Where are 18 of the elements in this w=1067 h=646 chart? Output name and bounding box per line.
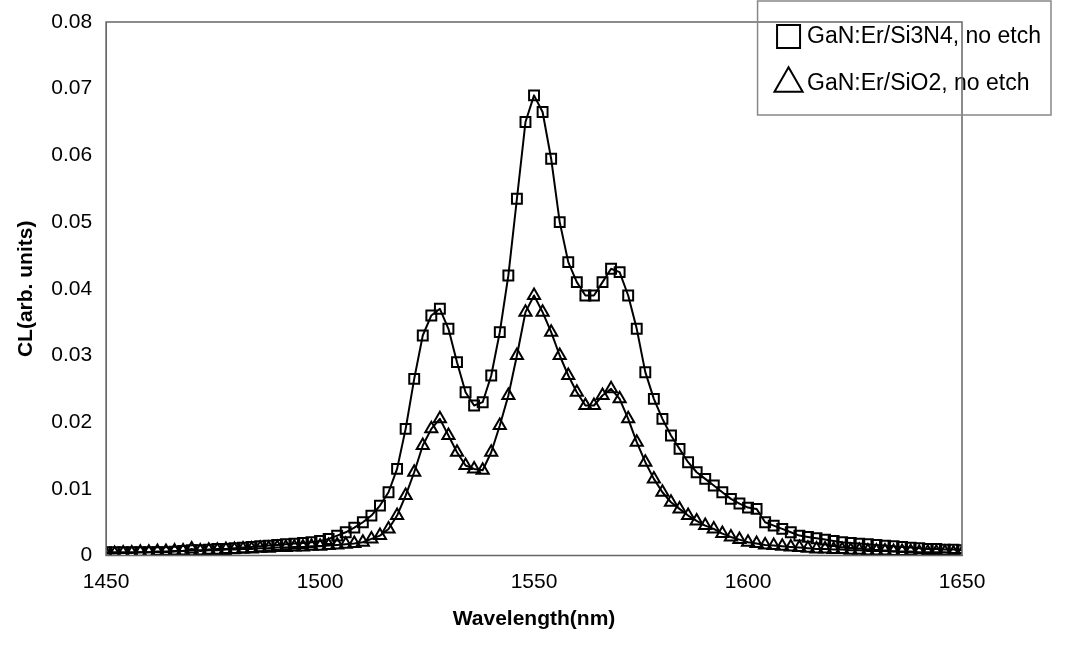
x-tick-label: 1600: [724, 569, 772, 592]
legend-label: GaN:Er/Si3N4, no etch: [807, 21, 1042, 48]
y-axis-title: CL(arb. units): [13, 220, 37, 358]
x-tick-label: 1650: [938, 569, 986, 592]
y-tick-label: 0.05: [51, 208, 93, 232]
x-tick-label: 1550: [510, 569, 558, 592]
y-tick-label: 0.07: [51, 75, 93, 99]
y-tick-label: 0.06: [51, 142, 93, 166]
y-tick-label: 0.04: [51, 275, 93, 299]
x-axis-title: Wavelength(nm): [452, 606, 616, 630]
x-tick-label: 1450: [82, 569, 130, 592]
y-tick-label: 0.01: [51, 475, 93, 499]
legend-label: GaN:Er/SiO2, no etch: [807, 68, 1030, 95]
y-tick-label: 0.08: [51, 8, 93, 32]
x-tick-label: 1500: [296, 569, 344, 592]
y-tick-label: 0.03: [51, 342, 93, 366]
y-tick-label: 0: [80, 542, 93, 566]
y-tick-label: 0.02: [51, 409, 93, 432]
